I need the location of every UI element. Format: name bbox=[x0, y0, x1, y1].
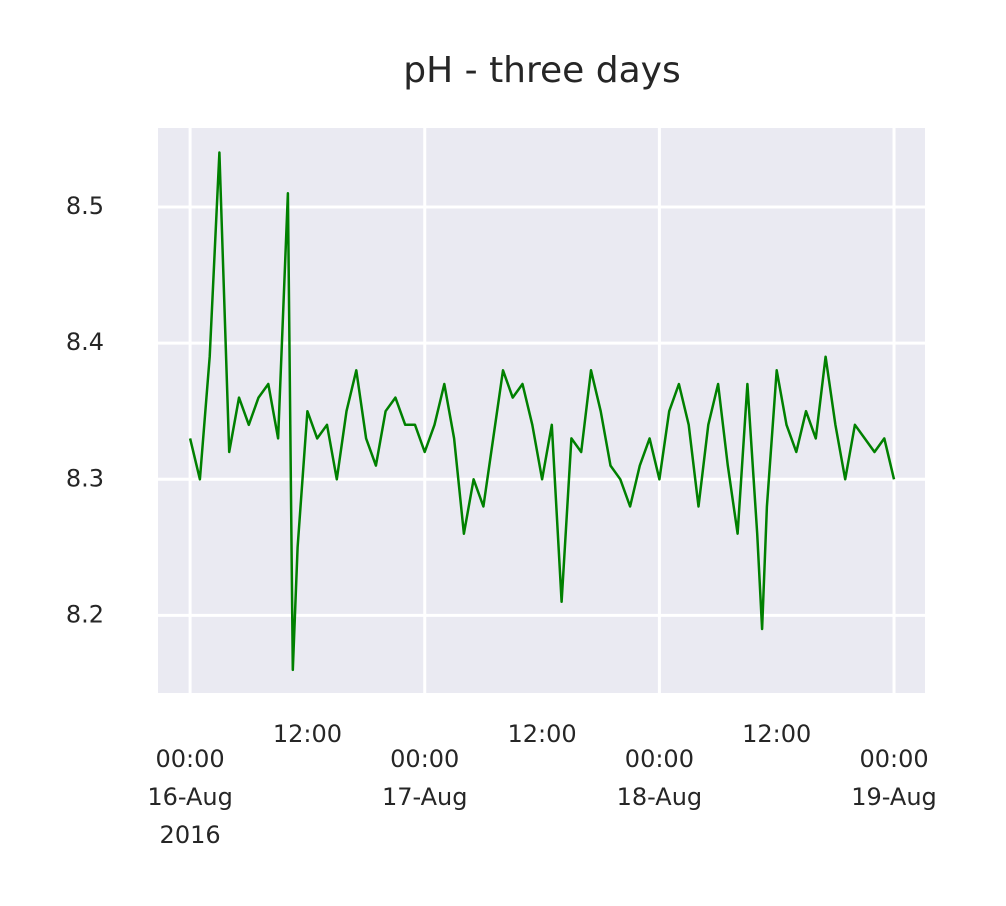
x-tick-label-minor: 12:00 bbox=[507, 720, 577, 748]
y-tick-label: 8.4 bbox=[66, 328, 104, 356]
x-tick-label-minor: 12:00 bbox=[272, 720, 343, 748]
y-tick-label: 8.5 bbox=[66, 192, 104, 220]
x-tick-label: 00:00 19-Aug bbox=[851, 745, 937, 811]
y-tick-label: 8.3 bbox=[66, 464, 104, 492]
y-tick-label: 8.2 bbox=[66, 600, 104, 628]
x-tick-label: 00:00 16-Aug 2016 bbox=[147, 745, 233, 849]
x-tick-label: 00:00 18-Aug bbox=[616, 745, 703, 811]
data-line bbox=[188, 151, 896, 672]
x-tick-label: 00:00 17-Aug bbox=[381, 745, 468, 811]
x-tick-label-minor: 12:00 bbox=[742, 720, 812, 748]
chart-title: pH - three days bbox=[403, 50, 680, 91]
